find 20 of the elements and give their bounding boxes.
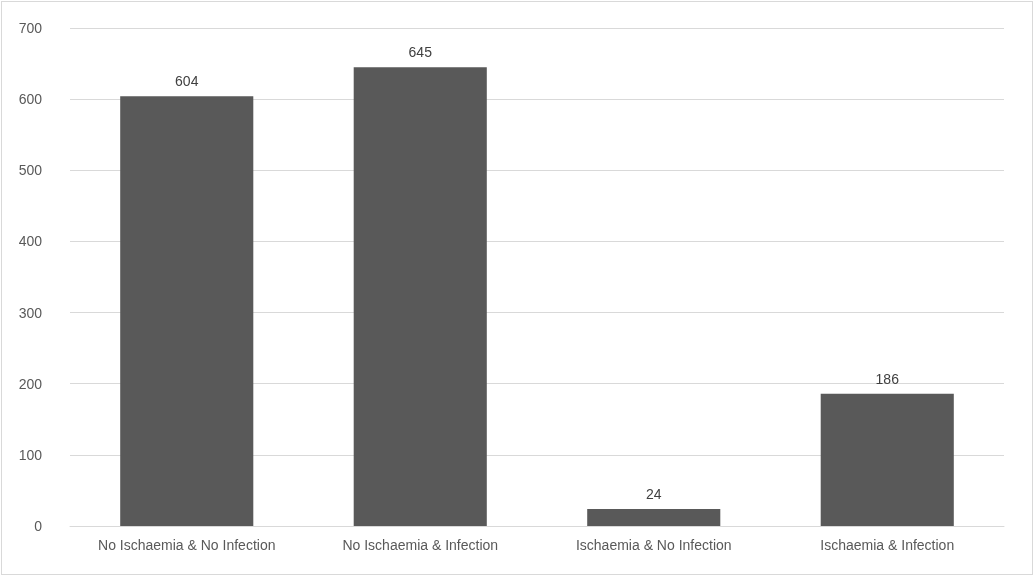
data-label: 604 [175, 73, 199, 90]
x-tick-label: No Ischaemia & Infection [342, 537, 499, 553]
bar [587, 508, 721, 526]
data-label: 645 [408, 44, 433, 61]
x-tick-label: No Ischaemia & No Infection [98, 537, 276, 553]
bar [120, 96, 254, 526]
y-tick-label: 600 [18, 91, 43, 108]
y-tick-label: 400 [18, 233, 43, 250]
x-tick-label: Ischaemia & Infection [820, 537, 955, 553]
y-tick-label: 200 [18, 375, 43, 392]
y-tick-label: 300 [18, 304, 43, 321]
y-tick-label: 500 [18, 162, 43, 179]
y-tick-label: 0 [34, 518, 43, 534]
data-label: 24 [645, 485, 662, 502]
bar [820, 393, 954, 526]
data-label: 186 [875, 370, 900, 387]
x-tick-label: Ischaemia & No Infection [575, 537, 732, 553]
y-tick-label: 100 [18, 446, 43, 463]
y-tick-label: 700 [18, 20, 43, 36]
bar [353, 67, 487, 526]
